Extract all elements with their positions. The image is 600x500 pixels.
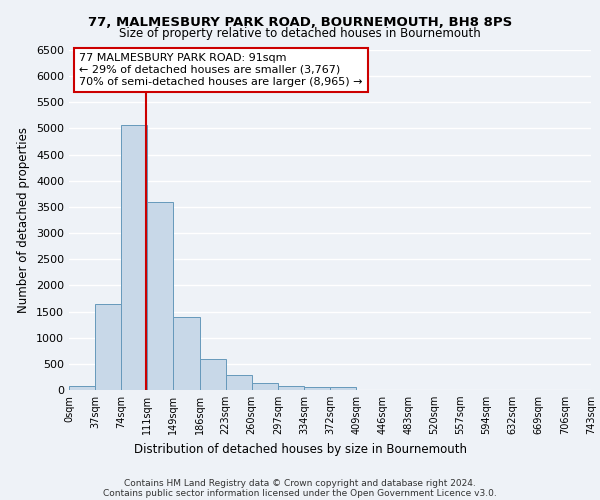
Bar: [173, 317, 199, 390]
Bar: [252, 382, 278, 390]
Y-axis label: Number of detached properties: Number of detached properties: [17, 127, 31, 313]
Bar: [330, 387, 356, 390]
Bar: [148, 202, 173, 390]
Bar: [121, 124, 148, 390]
Text: Contains public sector information licensed under the Open Government Licence v3: Contains public sector information licen…: [103, 488, 497, 498]
Text: Distribution of detached houses by size in Bournemouth: Distribution of detached houses by size …: [133, 442, 467, 456]
Text: Contains HM Land Registry data © Crown copyright and database right 2024.: Contains HM Land Registry data © Crown c…: [124, 478, 476, 488]
Bar: [95, 304, 121, 390]
Bar: [69, 386, 95, 390]
Text: 77, MALMESBURY PARK ROAD, BOURNEMOUTH, BH8 8PS: 77, MALMESBURY PARK ROAD, BOURNEMOUTH, B…: [88, 16, 512, 29]
Text: Size of property relative to detached houses in Bournemouth: Size of property relative to detached ho…: [119, 28, 481, 40]
Bar: [226, 376, 252, 390]
Bar: [199, 358, 226, 390]
Bar: [304, 387, 330, 390]
Bar: [278, 386, 304, 390]
Text: 77 MALMESBURY PARK ROAD: 91sqm
← 29% of detached houses are smaller (3,767)
70% : 77 MALMESBURY PARK ROAD: 91sqm ← 29% of …: [79, 54, 363, 86]
